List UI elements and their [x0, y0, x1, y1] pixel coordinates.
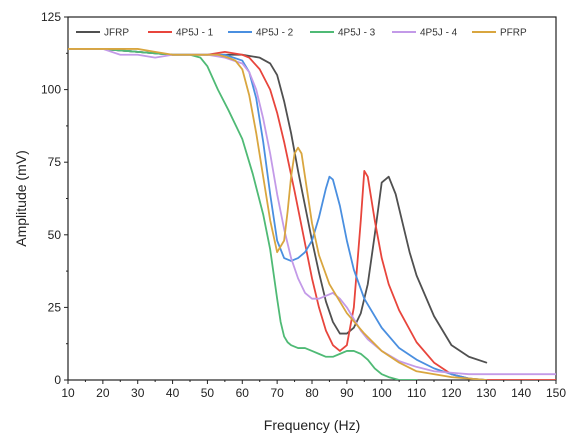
y-tick-label: 125 [41, 10, 61, 24]
x-tick-label: 100 [372, 386, 392, 400]
plot-area [67, 16, 557, 381]
axes: 10 20 30 40 50 60 70 80 90 100 110 120 130 140 150 0 25 5… [41, 10, 566, 400]
y-tick-label: 0 [54, 373, 61, 387]
x-tick-label: 50 [201, 386, 215, 400]
series-lines [68, 48, 556, 380]
series-line-1 [68, 48, 488, 364]
x-tick-label: 30 [131, 386, 145, 400]
x-tick-label: 70 [270, 386, 284, 400]
plot-border [67, 16, 557, 381]
x-tick-label: 80 [305, 386, 319, 400]
legend-label-3: 4P5J - 2 [256, 28, 294, 39]
y-tick-label: 50 [48, 228, 62, 242]
legend-label-6: PFRP [500, 28, 527, 39]
y-tick-label: 75 [48, 155, 62, 169]
x-tick-label: 90 [340, 386, 354, 400]
x-tick-label: 60 [236, 386, 250, 400]
y-tick-label: 100 [41, 83, 61, 97]
x-tick-label: 150 [546, 386, 566, 400]
x-tick-label: 130 [476, 386, 496, 400]
x-tick-label: 10 [61, 386, 75, 400]
x-tick-label: 140 [511, 386, 531, 400]
x-axis-title: Frequency (Hz) [264, 417, 360, 433]
legend-label-5: 4P5J - 4 [420, 28, 458, 39]
series-line-2 [68, 48, 556, 380]
legend: JFRP 4P5J - 1 4P5J - 2 4P5J - 3 4P5J - 4 PFRP [76, 28, 527, 39]
x-tick-label: 120 [441, 386, 461, 400]
legend-label-2: 4P5J - 1 [176, 28, 214, 39]
x-tick-label: 40 [166, 386, 180, 400]
x-tick-label: 20 [96, 386, 110, 400]
series-line-4 [68, 48, 418, 380]
legend-label-1: JFRP [104, 28, 129, 39]
y-tick-label: 25 [48, 300, 62, 314]
series-line-6 [68, 48, 488, 380]
x-tick-label: 110 [407, 386, 426, 400]
series-line-3 [68, 48, 488, 380]
legend-label-4: 4P5J - 3 [338, 28, 376, 39]
y-axis-title: Amplitude (mV) [13, 150, 29, 246]
